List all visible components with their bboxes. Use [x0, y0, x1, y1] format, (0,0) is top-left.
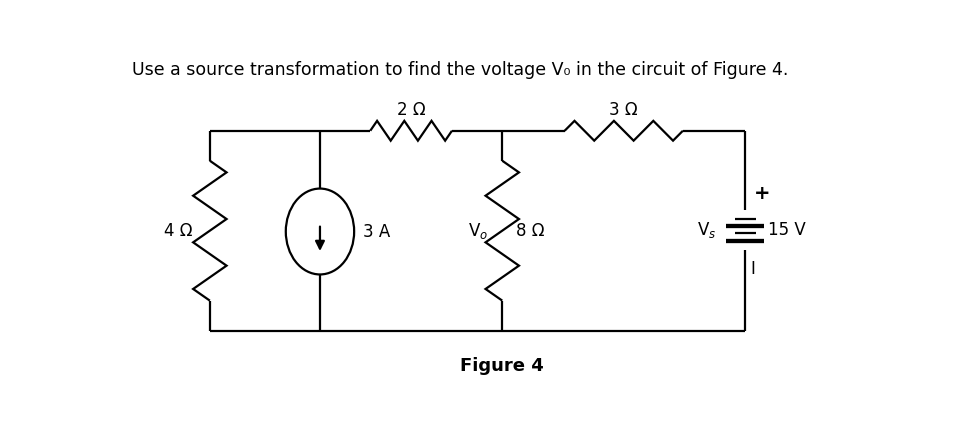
Text: V$_s$: V$_s$: [697, 220, 716, 240]
Text: 4 Ω: 4 Ω: [164, 222, 192, 240]
Text: 3 A: 3 A: [364, 223, 390, 241]
Text: +: +: [754, 184, 770, 203]
Text: I: I: [751, 260, 756, 278]
Text: 2 Ω: 2 Ω: [397, 101, 425, 119]
Text: Figure 4: Figure 4: [461, 357, 544, 375]
Text: Use a source transformation to find the voltage V₀ in the circuit of Figure 4.: Use a source transformation to find the …: [131, 61, 788, 79]
Text: V$_o$: V$_o$: [468, 221, 489, 241]
Text: 8 Ω: 8 Ω: [515, 222, 545, 240]
Text: 15 V: 15 V: [768, 221, 806, 239]
Text: 3 Ω: 3 Ω: [610, 101, 638, 119]
